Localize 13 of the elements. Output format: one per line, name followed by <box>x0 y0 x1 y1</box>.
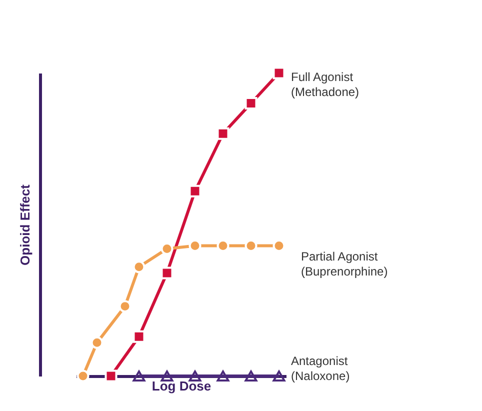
y-axis-title: Opioid Effect <box>18 184 32 266</box>
point <box>188 370 202 382</box>
point <box>216 370 230 382</box>
point <box>244 97 258 110</box>
point <box>132 370 146 382</box>
point <box>160 370 174 382</box>
series-label: Partial Agonist (Buprenorphine) <box>301 250 388 279</box>
series-label: Antagonist (Naloxone) <box>291 354 350 383</box>
point <box>272 370 286 382</box>
point <box>244 370 258 382</box>
x-axis-title: Log Dose <box>152 378 212 394</box>
point <box>216 127 230 140</box>
series-label: Full Agonist (Methadone) <box>291 70 360 99</box>
